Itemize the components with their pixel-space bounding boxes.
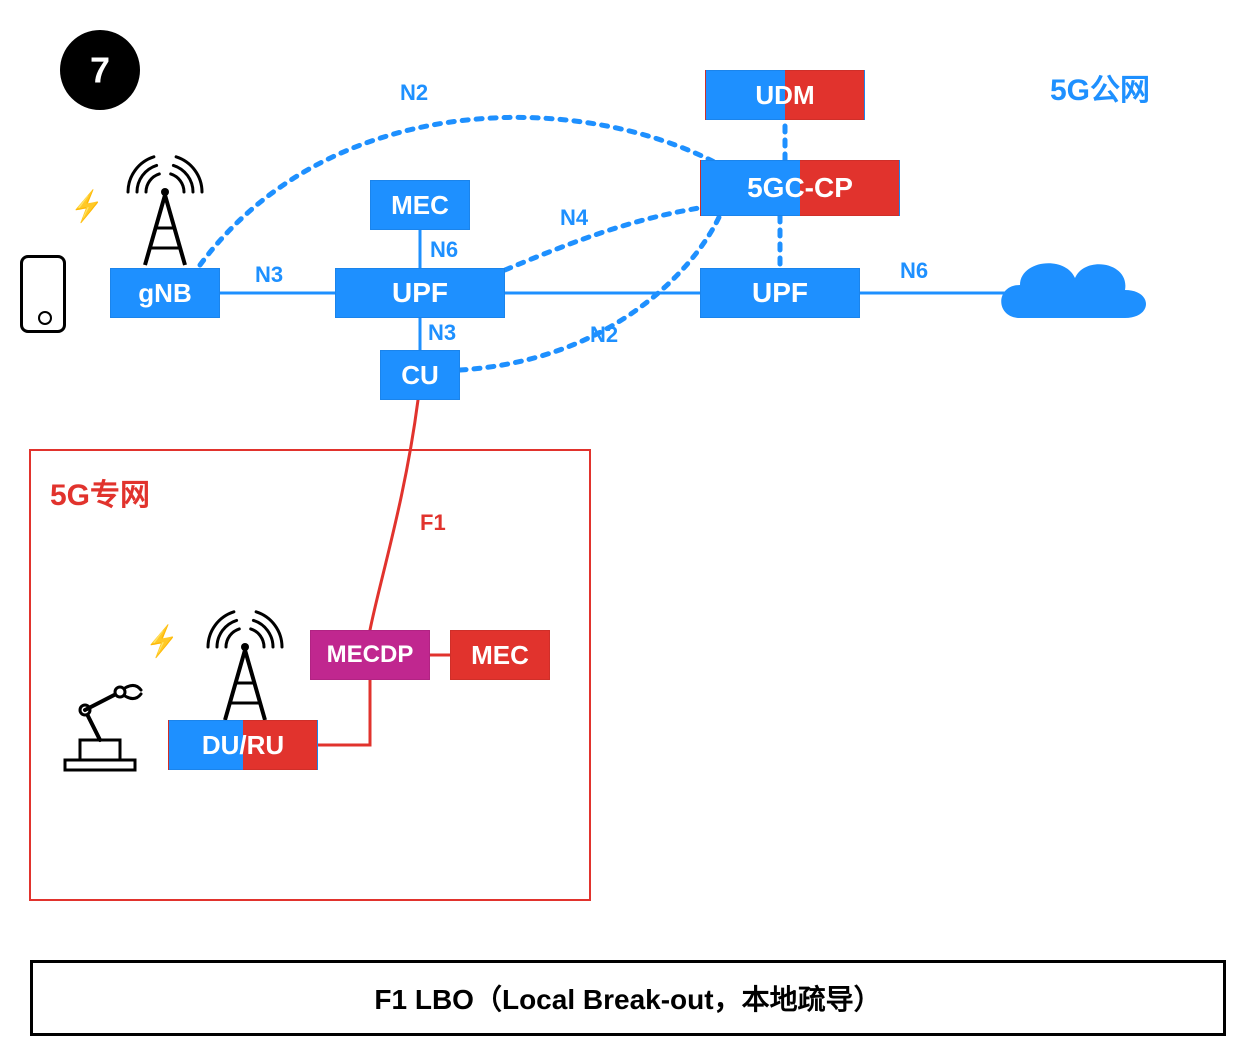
node-duru: DU/RU — [168, 720, 318, 770]
lightning-icon: ⚡ — [67, 187, 107, 226]
node-label: DU/RU — [202, 730, 284, 761]
edge-label-n2_bot: N2 — [590, 322, 618, 348]
edges-layer: 7 — [0, 0, 1254, 1062]
edge-label-n6_rt: N6 — [900, 258, 928, 284]
private-network-label: 5G专网 — [50, 470, 150, 514]
robot-arm-icon — [65, 685, 141, 770]
edge-label-n2_top: N2 — [400, 80, 428, 106]
node-label: UPF — [392, 277, 448, 309]
node-mecdp: MECDP — [310, 630, 430, 680]
public-network-label: 5G公网 — [1050, 65, 1150, 109]
edge-label-n4: N4 — [560, 205, 588, 231]
caption-text: F1 LBO（Local Break-out，本地疏导） — [374, 978, 881, 1018]
cloud-icon — [1001, 263, 1146, 318]
edge-label-n3_cu: N3 — [428, 320, 456, 346]
antenna-icon — [128, 157, 202, 265]
node-cu: CU — [380, 350, 460, 400]
node-udm: UDM — [705, 70, 865, 120]
node-cp: 5GC-CP — [700, 160, 900, 216]
node-label: UDM — [755, 80, 814, 111]
node-label: MEC — [471, 640, 529, 671]
node-label: 5GC-CP — [747, 172, 853, 204]
lightning-icon: ⚡ — [142, 622, 182, 661]
node-upf1: UPF — [335, 268, 505, 318]
node-label: MEC — [391, 190, 449, 221]
edge-label-n3: N3 — [255, 262, 283, 288]
antenna-icon — [208, 612, 282, 720]
node-label: gNB — [138, 278, 191, 309]
node-label: MECDP — [327, 641, 414, 669]
phone-icon — [20, 255, 66, 333]
node-label: CU — [401, 360, 439, 391]
node-mecTop: MEC — [370, 180, 470, 230]
svg-text:7: 7 — [90, 50, 110, 91]
slide-number-badge: 7 — [60, 30, 140, 110]
edge-label-f1: F1 — [420, 510, 446, 536]
edge-n4_upf1_cp — [505, 205, 718, 270]
caption: F1 LBO（Local Break-out，本地疏导） — [30, 960, 1226, 1036]
edge-label-n6_top: N6 — [430, 237, 458, 263]
node-label: UPF — [752, 277, 808, 309]
diagram-stage: 7 ⚡ ⚡ gNB UPF MEC CU UDM 5GC-CP UPF DU/RU MECDP M… — [0, 0, 1254, 1062]
node-mecbot: MEC — [450, 630, 550, 680]
node-upf2: UPF — [700, 268, 860, 318]
edge-f1_cu_mecdp — [370, 400, 418, 630]
edge-mecdp_duru — [318, 680, 370, 745]
node-gnb: gNB — [110, 268, 220, 318]
